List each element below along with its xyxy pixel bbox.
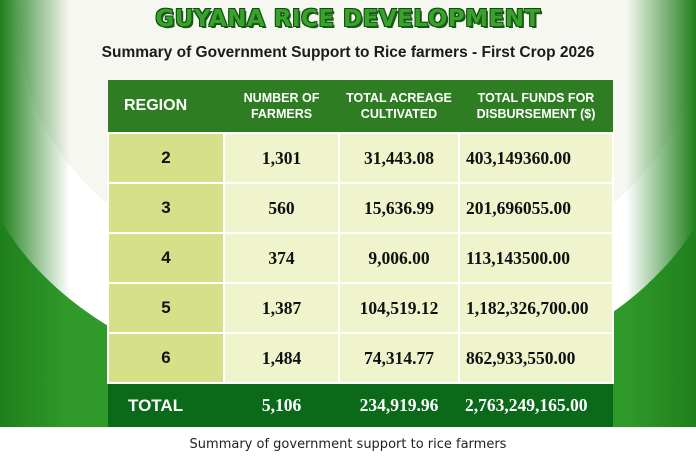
table-header-row: REGION NUMBER OF FARMERS TOTAL ACREAGE C…	[108, 80, 613, 133]
cell-acreage: 9,006.00	[338, 232, 460, 284]
cell-farmers: 1,301	[223, 132, 340, 184]
cell-farmers: 1,387	[223, 282, 340, 334]
cell-acreage: 104,519.12	[338, 282, 460, 334]
total-farmers: 5,106	[224, 383, 339, 427]
header-region: REGION	[108, 80, 224, 133]
table-row: 6 1,484 74,314.77 862,933,550.00	[107, 332, 614, 384]
image-caption: Summary of government support to rice fa…	[189, 437, 507, 452]
cell-region: 5	[107, 282, 225, 334]
header-number-of-farmers: NUMBER OF FARMERS	[224, 80, 339, 133]
poster-subtitle: Summary of Government Support to Rice fa…	[101, 44, 595, 61]
table-row: 2 1,301 31,443.08 403,149360.00	[107, 132, 614, 184]
cell-acreage: 74,314.77	[338, 332, 460, 384]
cell-region: 6	[107, 332, 225, 384]
background-shade-left	[0, 0, 70, 427]
cell-region: 4	[107, 232, 225, 284]
poster-image: GUYANA RICE DEVELOPMENT Summary of Gover…	[0, 0, 696, 427]
table-row: 4 374 9,006.00 113,143500.00	[107, 232, 614, 284]
poster-title: GUYANA RICE DEVELOPMENT	[155, 6, 541, 32]
cell-farmers: 1,484	[223, 332, 340, 384]
table-row: 3 560 15,636.99 201,696055.00	[107, 182, 614, 234]
cell-funds: 201,696055.00	[458, 182, 614, 234]
total-funds: 2,763,249,165.00	[459, 383, 613, 427]
cell-funds: 862,933,550.00	[458, 332, 614, 384]
cell-farmers: 560	[223, 182, 340, 234]
cell-funds: 403,149360.00	[458, 132, 614, 184]
cell-region: 2	[107, 132, 225, 184]
total-acreage: 234,919.96	[339, 383, 459, 427]
header-total-funds: TOTAL FUNDS FOR DISBURSEMENT ($)	[459, 80, 613, 133]
total-label: TOTAL	[108, 383, 224, 427]
cell-farmers: 374	[223, 232, 340, 284]
background-shade-right	[626, 0, 696, 427]
cell-funds: 1,182,326,700.00	[458, 282, 614, 334]
cell-region: 3	[107, 182, 225, 234]
header-total-acreage: TOTAL ACREAGE CULTIVATED	[339, 80, 459, 133]
cell-acreage: 15,636.99	[338, 182, 460, 234]
cell-acreage: 31,443.08	[338, 132, 460, 184]
table-row: 5 1,387 104,519.12 1,182,326,700.00	[107, 282, 614, 334]
support-summary-table: REGION NUMBER OF FARMERS TOTAL ACREAGE C…	[107, 80, 614, 427]
table-total-row: TOTAL 5,106 234,919.96 2,763,249,165.00	[108, 383, 613, 427]
cell-funds: 113,143500.00	[458, 232, 614, 284]
